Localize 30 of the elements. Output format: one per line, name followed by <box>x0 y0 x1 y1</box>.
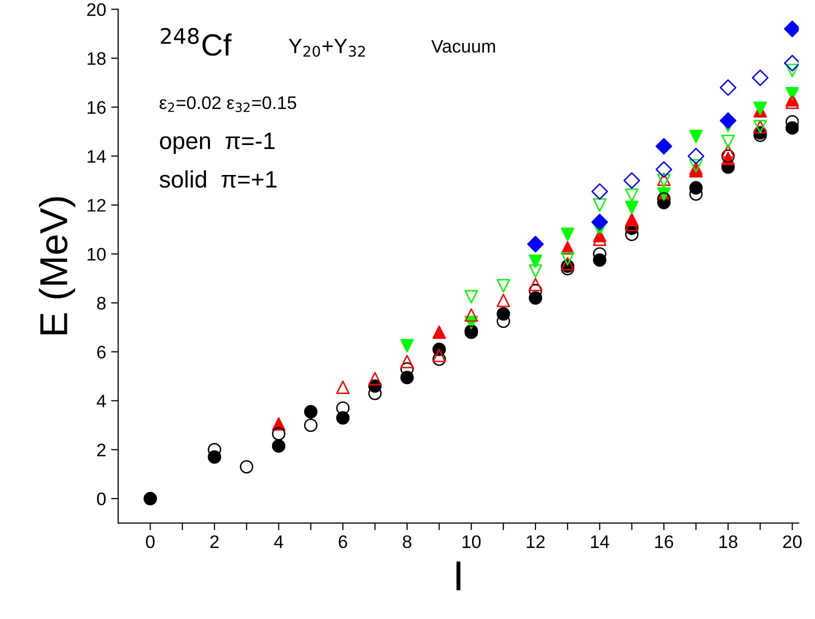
annotation: open π=-1 <box>160 132 275 154</box>
x-tick-label: 6 <box>338 535 348 548</box>
x-tick-label: 20 <box>783 535 802 548</box>
y-tick-label: 20 <box>87 3 106 16</box>
x-tick-label: 8 <box>402 535 412 548</box>
x-tick-label: 18 <box>719 535 738 548</box>
x-axis-title: I <box>456 562 460 590</box>
y-axis-title: E (MeV) <box>38 197 76 334</box>
y-tick-label: 4 <box>96 394 106 408</box>
y-tick-label: 18 <box>88 52 106 65</box>
annotation: $^{248}$Cf <box>160 28 232 56</box>
x-tick-label: 12 <box>526 535 545 548</box>
annotation: solid π=+1 <box>160 170 277 188</box>
x-tick-label: 0 <box>146 535 155 548</box>
x-tick-label: 4 <box>274 536 284 548</box>
x-tick-label: 10 <box>462 535 481 548</box>
x-tick-label: 2 <box>210 535 219 548</box>
y-tick-label: 2 <box>97 444 106 456</box>
y-tick-label: 8 <box>97 296 106 310</box>
annotation: Vacuum <box>431 40 495 53</box>
y-tick-label: 10 <box>88 248 106 261</box>
y-tick-label: 6 <box>97 346 106 359</box>
x-tick-label: 16 <box>655 535 674 548</box>
y-tick-label: 0 <box>97 492 106 506</box>
y-tick-label: 12 <box>88 198 106 212</box>
annotation: ε$_{2}$=0.02 ε$_{32}$=0.15 <box>160 96 296 112</box>
y-tick-label: 16 <box>88 101 106 114</box>
annotation: Y$_{20}$+Y$_{32}$ <box>288 38 365 57</box>
x-tick-label: 14 <box>591 536 610 548</box>
y-tick-label: 14 <box>88 150 106 163</box>
